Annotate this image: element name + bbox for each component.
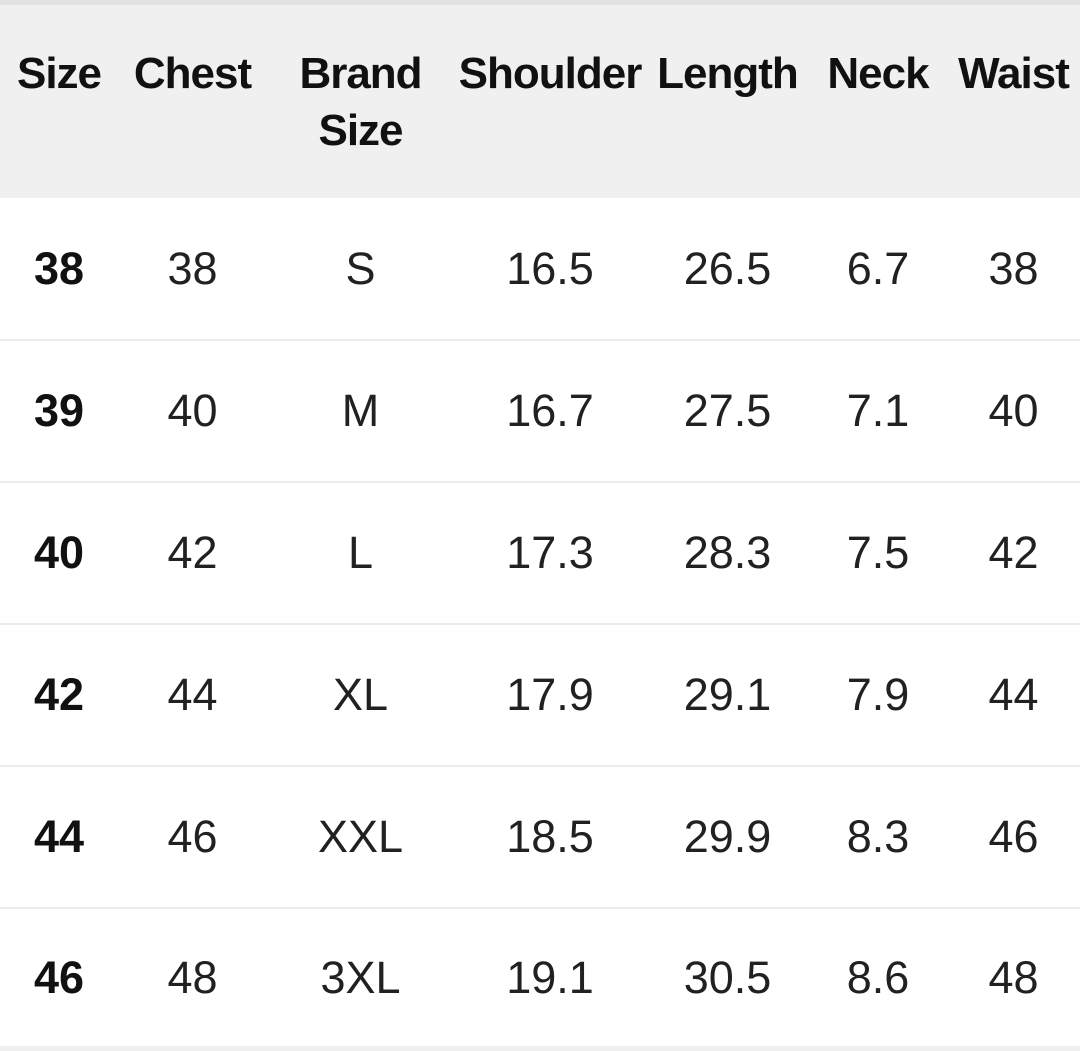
measurement-cell: 29.1: [646, 623, 809, 766]
measurement-cell: S: [267, 198, 454, 340]
measurement-cell: 48: [118, 907, 267, 1046]
column-header-neck: Neck: [809, 5, 947, 198]
top-divider: [0, 0, 1080, 5]
column-header-shoulder: Shoulder: [454, 5, 646, 198]
column-header-chest: Chest: [118, 5, 267, 198]
measurement-cell: 7.5: [809, 481, 947, 624]
size-chart-header: Size Chest Brand Size Shoulder Length Ne…: [0, 5, 1080, 198]
size-cell: 42: [0, 623, 118, 766]
column-header-size: Size: [0, 5, 118, 198]
measurement-cell: 18.5: [454, 765, 646, 908]
measurement-cell: 38: [947, 198, 1080, 340]
measurement-cell: 8.6: [809, 907, 947, 1046]
table-row: 42 44 XL 17.9 29.1 7.9 44: [0, 623, 1080, 766]
table-row: 40 42 L 17.3 28.3 7.5 42: [0, 481, 1080, 624]
measurement-cell: 44: [947, 623, 1080, 766]
column-header-length: Length: [646, 5, 809, 198]
size-cell: 44: [0, 765, 118, 908]
measurement-cell: 48: [947, 907, 1080, 1046]
measurement-cell: 16.5: [454, 198, 646, 340]
measurement-cell: 3XL: [267, 907, 454, 1046]
size-chart-table: Size Chest Brand Size Shoulder Length Ne…: [0, 5, 1080, 1046]
measurement-cell: 40: [947, 339, 1080, 482]
table-row: 44 46 XXL 18.5 29.9 8.3 46: [0, 765, 1080, 908]
table-row: 46 48 3XL 19.1 30.5 8.6 48: [0, 907, 1080, 1046]
size-cell: 39: [0, 339, 118, 482]
measurement-cell: XXL: [267, 765, 454, 908]
size-cell: 46: [0, 907, 118, 1046]
measurement-cell: 42: [118, 481, 267, 624]
measurement-cell: 17.9: [454, 623, 646, 766]
measurement-cell: 7.9: [809, 623, 947, 766]
measurement-cell: XL: [267, 623, 454, 766]
measurement-cell: 46: [947, 765, 1080, 908]
measurement-cell: 40: [118, 339, 267, 482]
measurement-cell: 26.5: [646, 198, 809, 340]
measurement-cell: 44: [118, 623, 267, 766]
measurement-cell: 8.3: [809, 765, 947, 908]
size-chart-body: 38 38 S 16.5 26.5 6.7 38 39 40 M 16.7 27.5 7.1 40 40 42…: [0, 198, 1080, 1046]
measurement-cell: 42: [947, 481, 1080, 624]
size-cell: 38: [0, 198, 118, 340]
bottom-section-edge: [0, 1046, 1080, 1051]
measurement-cell: 19.1: [454, 907, 646, 1046]
table-row: 39 40 M 16.7 27.5 7.1 40: [0, 339, 1080, 482]
measurement-cell: 46: [118, 765, 267, 908]
measurement-cell: 17.3: [454, 481, 646, 624]
column-header-waist: Waist: [947, 5, 1080, 198]
header-row: Size Chest Brand Size Shoulder Length Ne…: [0, 5, 1080, 198]
measurement-cell: 16.7: [454, 339, 646, 482]
measurement-cell: 6.7: [809, 198, 947, 340]
column-header-brand-size: Brand Size: [267, 5, 454, 198]
measurement-cell: M: [267, 339, 454, 482]
table-row: 38 38 S 16.5 26.5 6.7 38: [0, 198, 1080, 340]
measurement-cell: 7.1: [809, 339, 947, 482]
measurement-cell: 27.5: [646, 339, 809, 482]
measurement-cell: 29.9: [646, 765, 809, 908]
measurement-cell: 30.5: [646, 907, 809, 1046]
measurement-cell: 38: [118, 198, 267, 340]
measurement-cell: L: [267, 481, 454, 624]
size-cell: 40: [0, 481, 118, 624]
measurement-cell: 28.3: [646, 481, 809, 624]
